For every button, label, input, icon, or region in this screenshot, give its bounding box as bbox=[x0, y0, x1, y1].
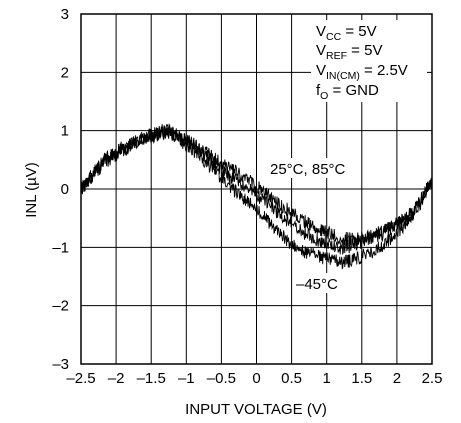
condition-fo: fO = GND bbox=[316, 82, 379, 102]
x-tick-labels: –2.5 –2 –1.5 –1 –0.5 0 0.5 1 1.5 2 2.5 bbox=[66, 370, 442, 387]
series-line-3 bbox=[80, 126, 433, 270]
condition-vref: VREF = 5V bbox=[316, 42, 382, 62]
y-axis-title: INL (µV) bbox=[23, 162, 40, 218]
cold-label-bg bbox=[294, 273, 344, 293]
x-tick-label: 1 bbox=[323, 370, 331, 387]
x-tick-label: –2 bbox=[108, 370, 125, 387]
y-tick-label: 3 bbox=[61, 6, 69, 23]
y-tick-label: 0 bbox=[61, 181, 69, 198]
condition-vin: VIN(CM) = 2.5V bbox=[316, 62, 408, 82]
x-tick-label: 0.5 bbox=[281, 370, 302, 387]
annotation-cold: –45°C bbox=[296, 276, 338, 293]
y-tick-label: 1 bbox=[61, 123, 69, 140]
y-tick-label: –1 bbox=[52, 239, 69, 256]
x-tick-label: –0.5 bbox=[207, 370, 236, 387]
x-tick-label: 2.5 bbox=[422, 370, 443, 387]
y-tick-label: 2 bbox=[61, 64, 69, 81]
series-layer bbox=[80, 123, 433, 270]
x-tick-label: 1.5 bbox=[351, 370, 372, 387]
x-tick-label: –2.5 bbox=[66, 370, 95, 387]
annotation-warm: 25°C, 85°C bbox=[270, 161, 346, 178]
x-tick-label: 2 bbox=[393, 370, 401, 387]
y-tick-labels: –3 –2 –1 0 1 2 3 bbox=[52, 6, 69, 373]
series-line-2 bbox=[80, 123, 433, 256]
x-axis-title: INPUT VOLTAGE (V) bbox=[185, 401, 327, 418]
y-tick-label: –2 bbox=[52, 298, 69, 315]
y-tick-label: –3 bbox=[52, 356, 69, 373]
x-tick-label: 0 bbox=[252, 370, 260, 387]
conditions-box-bg bbox=[311, 20, 427, 102]
condition-vcc: VCC = 5V bbox=[316, 23, 377, 43]
x-tick-label: –1.5 bbox=[137, 370, 166, 387]
warm-label-bg bbox=[268, 158, 354, 178]
x-tick-label: –1 bbox=[178, 370, 195, 387]
